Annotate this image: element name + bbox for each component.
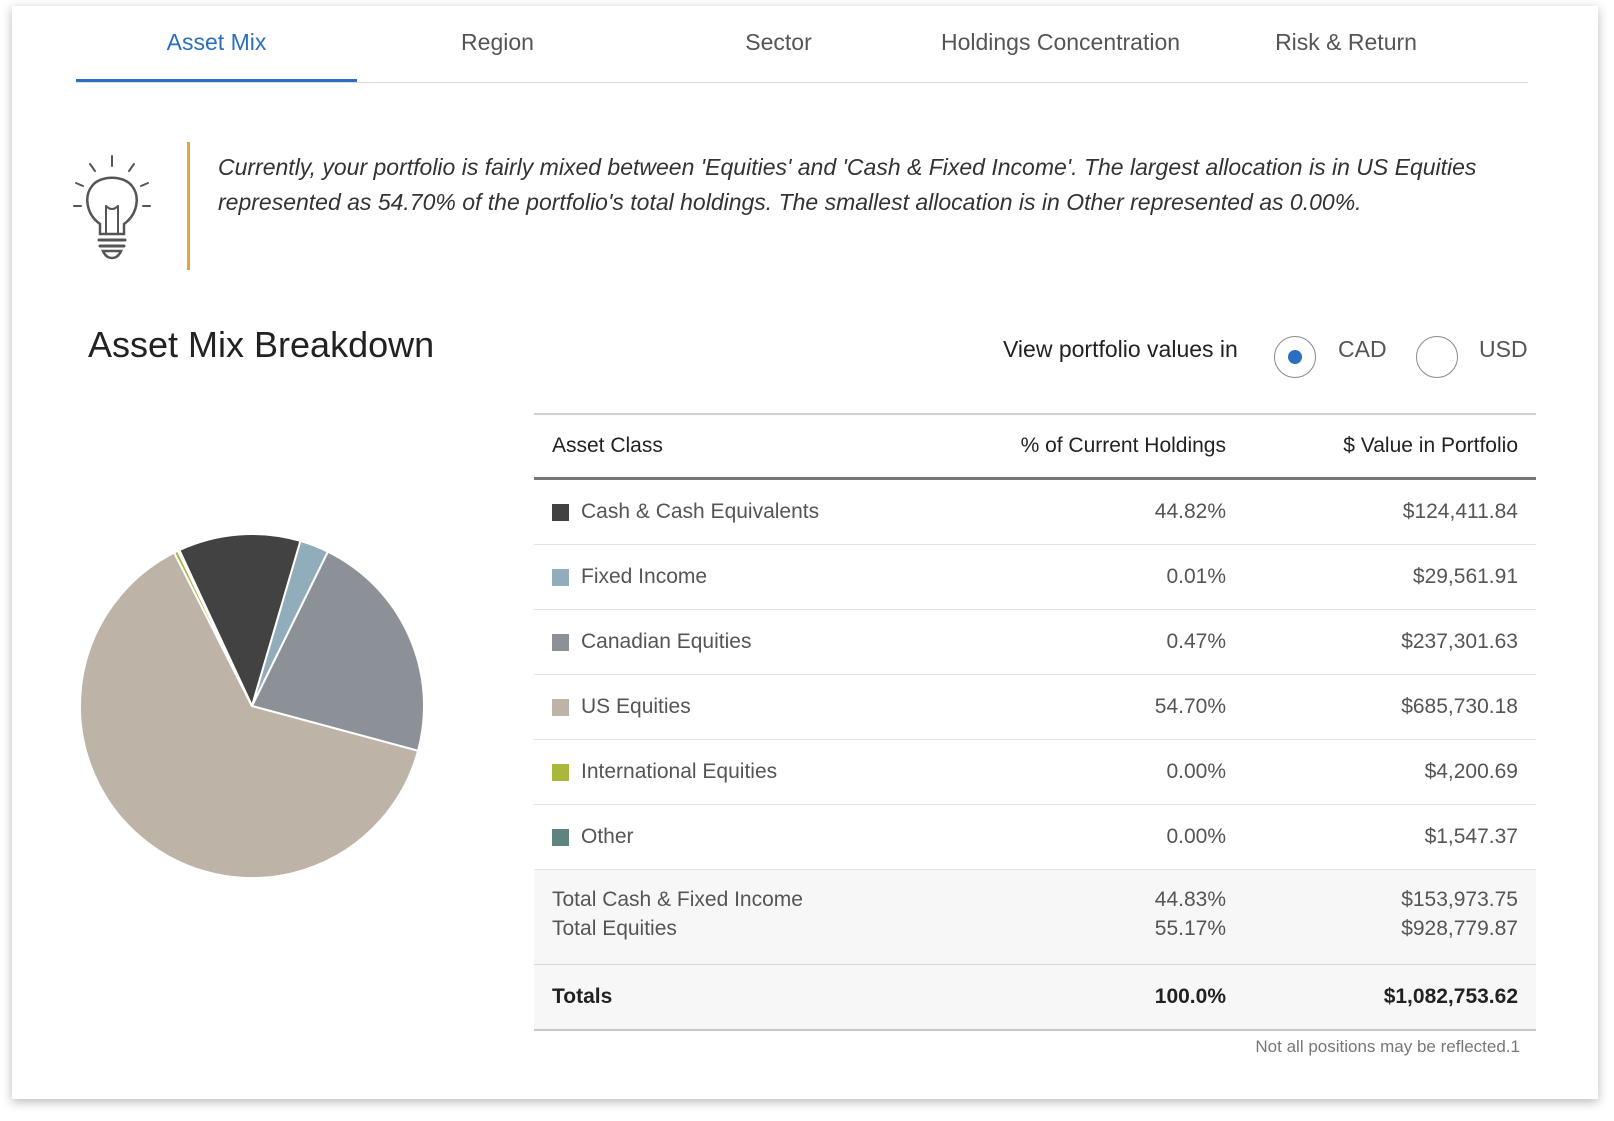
table-row: Canadian Equities 0.47% $237,301.63 xyxy=(534,610,1536,675)
radio-selected-dot xyxy=(1288,350,1302,364)
asset-class-pct: 44.82% xyxy=(1154,500,1226,523)
tab-risk-return[interactable]: Risk & Return xyxy=(1275,29,1417,55)
totals-pct: 100.0% xyxy=(1154,985,1226,1008)
pie-slice-cash-cash-equivalents[interactable] xyxy=(177,533,302,709)
totals-label: Totals xyxy=(552,985,613,1008)
total-cash-fixed-income-label: Total Cash & Fixed Income xyxy=(552,888,803,911)
other-swatch xyxy=(552,829,569,846)
international-equities-swatch xyxy=(552,764,569,781)
asset-class-name: Fixed Income xyxy=(581,565,708,588)
section-title: Asset Mix Breakdown xyxy=(88,324,435,365)
cad-radio[interactable] xyxy=(1274,336,1316,378)
pie-slice-us-equities[interactable] xyxy=(79,551,420,879)
asset-mix-card: Asset Mix Region Sector Holdings Concent… xyxy=(12,6,1598,1099)
insight-text: Currently, your portfolio is fairly mixe… xyxy=(218,154,1477,215)
lightbulb-icon xyxy=(73,155,151,260)
fixed-income-swatch xyxy=(552,569,569,586)
asset-class-pct: 54.70% xyxy=(1154,695,1226,718)
tab-asset-mix[interactable]: Asset Mix xyxy=(76,6,357,82)
usd-radio-label[interactable]: USD xyxy=(1479,336,1528,362)
header-pct-holdings: % of Current Holdings xyxy=(1020,434,1226,457)
asset-class-pct: 0.47% xyxy=(1166,630,1226,653)
tab-region[interactable]: Region xyxy=(461,29,534,55)
cash-swatch xyxy=(552,504,569,521)
us-equities-swatch xyxy=(552,699,569,716)
table-row: Other 0.00% $1,547.37 xyxy=(534,805,1536,870)
pie-slice-other[interactable] xyxy=(176,548,253,707)
cad-radio-label[interactable]: CAD xyxy=(1338,336,1387,362)
totals-row: Totals 100.0% $1,082,753.62 xyxy=(534,965,1536,1031)
asset-class-value: $4,200.69 xyxy=(1424,760,1518,783)
table-row: US Equities 54.70% $685,730.18 xyxy=(534,675,1536,740)
total-cash-fixed-income-pct: 44.83% xyxy=(1154,888,1226,911)
asset-class-name: Cash & Cash Equivalents xyxy=(581,500,820,523)
tab-bar: Asset Mix Region Sector Holdings Concent… xyxy=(76,6,1528,83)
summary-rows: Total Cash & Fixed Income 44.83% $153,97… xyxy=(534,870,1536,965)
tab-holdings-concentration[interactable]: Holdings Concentration xyxy=(940,29,1181,55)
table-row: International Equities 0.00% $4,200.69 xyxy=(534,740,1536,805)
asset-class-value: $29,561.91 xyxy=(1412,565,1518,588)
total-equities-value: $928,779.87 xyxy=(1401,917,1518,940)
asset-class-pct: 0.00% xyxy=(1166,825,1226,848)
asset-class-name: Other xyxy=(581,825,634,848)
asset-class-pct: 0.00% xyxy=(1166,760,1226,783)
asset-class-value: $237,301.63 xyxy=(1401,630,1518,653)
asset-class-name: US Equities xyxy=(581,695,691,718)
header-value: $ Value in Portfolio xyxy=(1343,434,1518,457)
asset-class-value: $1,547.37 xyxy=(1424,825,1518,848)
tab-sector[interactable]: Sector xyxy=(745,29,812,55)
currency-label: View portfolio values in xyxy=(1003,336,1238,362)
totals-value: $1,082,753.62 xyxy=(1383,985,1518,1008)
asset-class-pct: 0.01% xyxy=(1166,565,1226,588)
canadian-equities-swatch xyxy=(552,634,569,651)
table-row: Fixed Income 0.01% $29,561.91 xyxy=(534,545,1536,610)
asset-class-table: Asset Class % of Current Holdings $ Valu… xyxy=(534,413,1536,1031)
asset-class-name: Canadian Equities xyxy=(581,630,752,653)
asset-class-value: $685,730.18 xyxy=(1401,695,1518,718)
footnote: Not all positions may be reflected.1 xyxy=(1255,1037,1520,1056)
asset-class-value: $124,411.84 xyxy=(1402,500,1518,523)
total-equities-label: Total Equities xyxy=(552,917,677,940)
insight-accent-bar xyxy=(187,142,190,270)
header-asset-class: Asset Class xyxy=(552,434,663,457)
table-row: Cash & Cash Equivalents 44.82% $124,411.… xyxy=(534,480,1536,545)
asset-mix-pie-chart xyxy=(79,533,425,879)
total-equities-pct: 55.17% xyxy=(1154,917,1226,940)
total-cash-fixed-income-value: $153,973.75 xyxy=(1401,888,1518,911)
table-header: Asset Class % of Current Holdings $ Valu… xyxy=(534,413,1536,480)
pie-slice-canadian-equities[interactable] xyxy=(250,550,425,753)
usd-radio[interactable] xyxy=(1416,336,1458,378)
asset-class-name: International Equities xyxy=(581,760,778,783)
